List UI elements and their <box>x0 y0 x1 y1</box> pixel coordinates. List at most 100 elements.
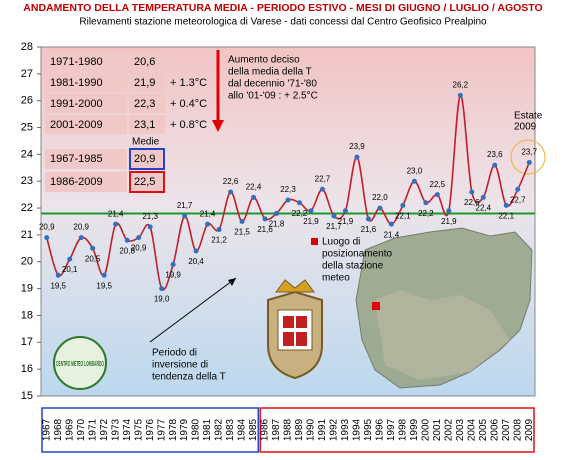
annotation: Aumento deciso <box>228 55 300 66</box>
y-tick-label: 18 <box>21 309 33 321</box>
data-point <box>285 197 291 203</box>
x-tick-label: 1982 <box>214 418 225 441</box>
table-cell <box>129 171 165 193</box>
x-tick-label: 1971 <box>87 418 98 441</box>
data-label: 19,5 <box>96 281 112 290</box>
data-point <box>342 208 348 214</box>
data-point <box>388 221 394 227</box>
x-tick-label: 1989 <box>294 418 305 441</box>
data-label: 22,7 <box>510 195 526 204</box>
data-label: 22,1 <box>498 212 514 221</box>
x-tick-label: 1992 <box>329 418 340 441</box>
inversion-arrowhead <box>228 278 236 286</box>
x-tick-label: 1996 <box>375 418 386 441</box>
data-label: 23,6 <box>487 150 503 159</box>
table-cell <box>45 172 127 192</box>
table-text: + 0.4°C <box>170 98 207 110</box>
data-label: 21,2 <box>211 236 227 245</box>
y-tick-label: 19 <box>21 283 33 295</box>
data-point <box>331 213 337 219</box>
y-tick-label: 20 <box>21 256 33 268</box>
data-label: 22,0 <box>372 193 388 202</box>
x-tick-label: 2009 <box>524 418 535 441</box>
data-point <box>274 210 280 216</box>
x-tick-label: 2008 <box>512 418 523 441</box>
x-tick-label: 2002 <box>443 418 454 441</box>
x-tick-label: 1969 <box>64 418 75 441</box>
x-tick-label: 1983 <box>225 418 236 441</box>
annotation: posizionamento <box>322 249 392 260</box>
data-point <box>446 208 452 214</box>
table-cell <box>129 52 165 71</box>
x-tick-label: 1979 <box>179 418 190 441</box>
inversion-arrow <box>149 277 237 343</box>
data-point <box>55 272 61 278</box>
table-cell <box>129 115 165 134</box>
data-label: 19,0 <box>154 295 170 304</box>
data-point <box>400 202 406 208</box>
y-tick-label: 24 <box>21 148 33 160</box>
x-tick-label: 1968 <box>53 418 64 441</box>
data-point <box>457 92 463 98</box>
data-point <box>78 235 84 241</box>
y-tick-label: 25 <box>21 121 33 133</box>
y-tick-label: 27 <box>21 68 33 80</box>
data-label: 20,1 <box>62 265 78 274</box>
data-point <box>354 154 360 160</box>
data-point <box>365 216 371 222</box>
data-label: 21,6 <box>361 225 377 234</box>
x-tick-label: 1990 <box>306 418 317 441</box>
annotation: allo '01-'09 : + 2.5°C <box>228 91 318 102</box>
x-tick-label: 2000 <box>421 418 432 441</box>
data-point <box>262 216 268 222</box>
data-point <box>101 272 107 278</box>
data-label: 19,9 <box>165 271 181 280</box>
table-cell <box>45 149 127 169</box>
data-label: 21,6 <box>257 225 273 234</box>
data-label: 23,7 <box>521 148 537 157</box>
annotation: meteo <box>322 273 350 284</box>
data-label: 20,9 <box>39 223 55 232</box>
data-point <box>515 186 521 192</box>
data-point <box>239 219 245 224</box>
annotation: 2009 <box>514 122 537 133</box>
x-tick-label: 1999 <box>409 418 420 441</box>
y-tick-label: 28 <box>21 41 33 53</box>
x-tick-label: 1991 <box>317 418 328 441</box>
station-legend-marker <box>311 238 318 245</box>
x-tick-label: 1978 <box>168 418 179 441</box>
annotation: della media della T <box>228 67 312 78</box>
x-tick-label: 1986 <box>260 418 271 441</box>
x-tick-label: 2007 <box>501 418 512 441</box>
data-label: 20,4 <box>188 257 204 266</box>
y-tick-label: 21 <box>21 229 33 241</box>
data-point <box>182 213 188 219</box>
table-text: 21,9 <box>134 77 155 89</box>
period-box <box>259 407 535 453</box>
data-point <box>377 205 383 211</box>
data-point <box>216 227 222 233</box>
data-label: 22,2 <box>292 209 308 218</box>
data-label: 22,6 <box>223 177 239 186</box>
y-tick-label: 26 <box>21 95 33 107</box>
data-point <box>503 202 509 208</box>
data-label: 20,9 <box>131 244 147 253</box>
data-label: 19,5 <box>50 281 66 290</box>
y-tick-label: 15 <box>21 390 33 402</box>
data-label: 21,3 <box>142 212 158 221</box>
x-tick-label: 1977 <box>156 418 167 441</box>
x-tick-label: 1997 <box>386 418 397 441</box>
x-tick-label: 1984 <box>237 418 248 441</box>
table-cell <box>45 73 127 92</box>
y-tick-label: 17 <box>21 336 33 348</box>
x-tick-label: 2001 <box>432 418 443 441</box>
table-cell <box>129 148 165 170</box>
x-tick-label: 1972 <box>99 418 110 441</box>
data-point <box>228 189 234 195</box>
data-label: 21,9 <box>303 217 319 226</box>
annotation: tendenza della T <box>152 372 226 383</box>
x-tick-label: 1974 <box>122 418 133 441</box>
data-label: 21,9 <box>338 217 354 226</box>
x-tick-label: 1995 <box>363 418 374 441</box>
data-point <box>205 221 211 227</box>
